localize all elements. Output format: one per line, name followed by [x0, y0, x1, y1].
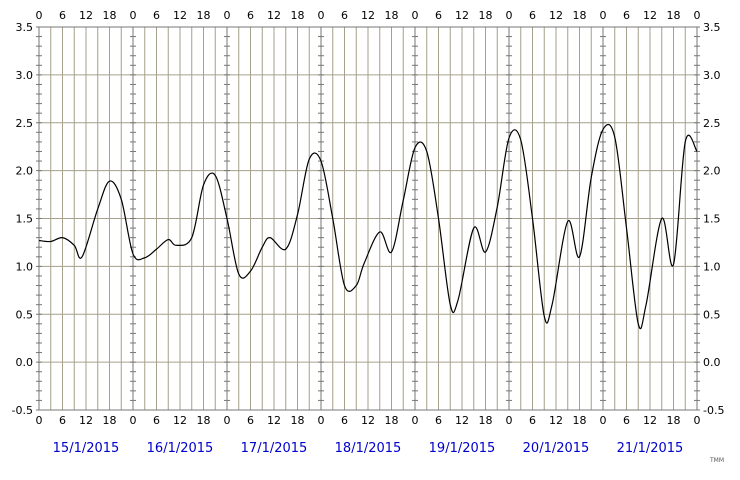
y-tick-label-right: 2.5: [703, 117, 721, 130]
y-tick-label-right: 1.0: [703, 260, 721, 273]
y-tick-label-right: 0.0: [703, 356, 721, 369]
hour-tick-label-bottom: 18: [667, 414, 681, 427]
hour-tick-label-bottom: 0: [224, 414, 231, 427]
day-label: 20/1/2015: [523, 441, 590, 456]
hour-tick-label-top: 12: [643, 9, 657, 22]
hour-tick-label-top: 12: [173, 9, 187, 22]
hour-tick-label-top: 6: [341, 9, 348, 22]
hour-tick-label-top: 6: [247, 9, 254, 22]
hour-tick-label-top: 18: [667, 9, 681, 22]
hour-tick-label-bottom: 12: [267, 414, 281, 427]
hour-tick-label-top: 0: [318, 9, 325, 22]
hour-tick-label-bottom: 6: [623, 414, 630, 427]
y-tick-label-left: 2.5: [16, 117, 34, 130]
hour-tick-label-bottom: 6: [529, 414, 536, 427]
hour-tick-label-bottom: 12: [79, 414, 93, 427]
y-tick-label-left: -0.5: [12, 404, 33, 417]
hour-tick-label-bottom: 6: [435, 414, 442, 427]
y-tick-label-left: 3.0: [16, 69, 34, 82]
y-tick-label-right: 3.0: [703, 69, 721, 82]
hour-tick-label-top: 12: [549, 9, 563, 22]
day-label: 19/1/2015: [429, 441, 496, 456]
hour-tick-label-bottom: 6: [153, 414, 160, 427]
hour-tick-label-top: 6: [435, 9, 442, 22]
hour-tick-label-top: 0: [130, 9, 137, 22]
hour-tick-label-top: 6: [59, 9, 66, 22]
y-tick-label-right: 2.0: [703, 165, 721, 178]
hour-tick-label-bottom: 0: [506, 414, 513, 427]
y-tick-label-left: 1.0: [16, 260, 34, 273]
hour-tick-label-bottom: 12: [455, 414, 469, 427]
hour-tick-label-top: 18: [103, 9, 117, 22]
hour-tick-label-top: 18: [385, 9, 399, 22]
hour-tick-label-bottom: 12: [361, 414, 375, 427]
grid-layer: [36, 27, 700, 410]
hour-tick-label-top: 0: [412, 9, 419, 22]
day-label: 18/1/2015: [335, 441, 402, 456]
y-tick-label-left: 0.0: [16, 356, 34, 369]
y-tick-label-right: 0.5: [703, 308, 721, 321]
hour-tick-label-top: 6: [529, 9, 536, 22]
hour-tick-label-top: 18: [573, 9, 587, 22]
hour-tick-label-top: 0: [36, 9, 43, 22]
hour-tick-label-bottom: 12: [549, 414, 563, 427]
hour-tick-label-top: 12: [79, 9, 93, 22]
y-tick-label-right: 3.5: [703, 21, 721, 34]
hour-tick-label-bottom: 0: [36, 414, 43, 427]
hour-tick-label-top: 0: [506, 9, 513, 22]
hour-tick-label-top: 0: [694, 9, 701, 22]
y-tick-label-left: 0.5: [16, 308, 34, 321]
hour-tick-label-bottom: 18: [197, 414, 211, 427]
day-label: 16/1/2015: [147, 441, 214, 456]
hour-tick-label-top: 12: [455, 9, 469, 22]
y-tick-label-right: -0.5: [703, 404, 724, 417]
hour-tick-label-bottom: 6: [341, 414, 348, 427]
hour-tick-label-bottom: 0: [130, 414, 137, 427]
hour-tick-label-top: 18: [479, 9, 493, 22]
hour-tick-label-bottom: 6: [59, 414, 66, 427]
hour-tick-label-bottom: 18: [385, 414, 399, 427]
day-label: 17/1/2015: [241, 441, 308, 456]
hour-tick-label-top: 0: [600, 9, 607, 22]
hour-tick-label-bottom: 0: [600, 414, 607, 427]
hour-tick-label-bottom: 12: [643, 414, 657, 427]
y-tick-label-left: 1.5: [16, 213, 34, 226]
hour-tick-label-top: 12: [361, 9, 375, 22]
hour-tick-label-top: 0: [224, 9, 231, 22]
hour-tick-label-top: 12: [267, 9, 281, 22]
hour-tick-label-top: 18: [291, 9, 305, 22]
hour-tick-label-bottom: 18: [291, 414, 305, 427]
brand-mark: TMM: [709, 457, 724, 464]
hour-tick-label-bottom: 6: [247, 414, 254, 427]
day-label: 15/1/2015: [53, 441, 120, 456]
hour-tick-label-top: 6: [623, 9, 630, 22]
hour-tick-label-top: 18: [197, 9, 211, 22]
hour-tick-label-bottom: 0: [694, 414, 701, 427]
hour-tick-label-top: 6: [153, 9, 160, 22]
y-tick-label-left: 3.5: [16, 21, 34, 34]
hour-tick-label-bottom: 18: [573, 414, 587, 427]
hour-tick-label-bottom: 18: [479, 414, 493, 427]
day-label: 21/1/2015: [617, 441, 684, 456]
y-tick-label-right: 1.5: [703, 213, 721, 226]
y-tick-label-left: 2.0: [16, 165, 34, 178]
hour-tick-label-bottom: 0: [318, 414, 325, 427]
hour-tick-label-bottom: 12: [173, 414, 187, 427]
hour-tick-label-bottom: 18: [103, 414, 117, 427]
hour-tick-label-bottom: 0: [412, 414, 419, 427]
